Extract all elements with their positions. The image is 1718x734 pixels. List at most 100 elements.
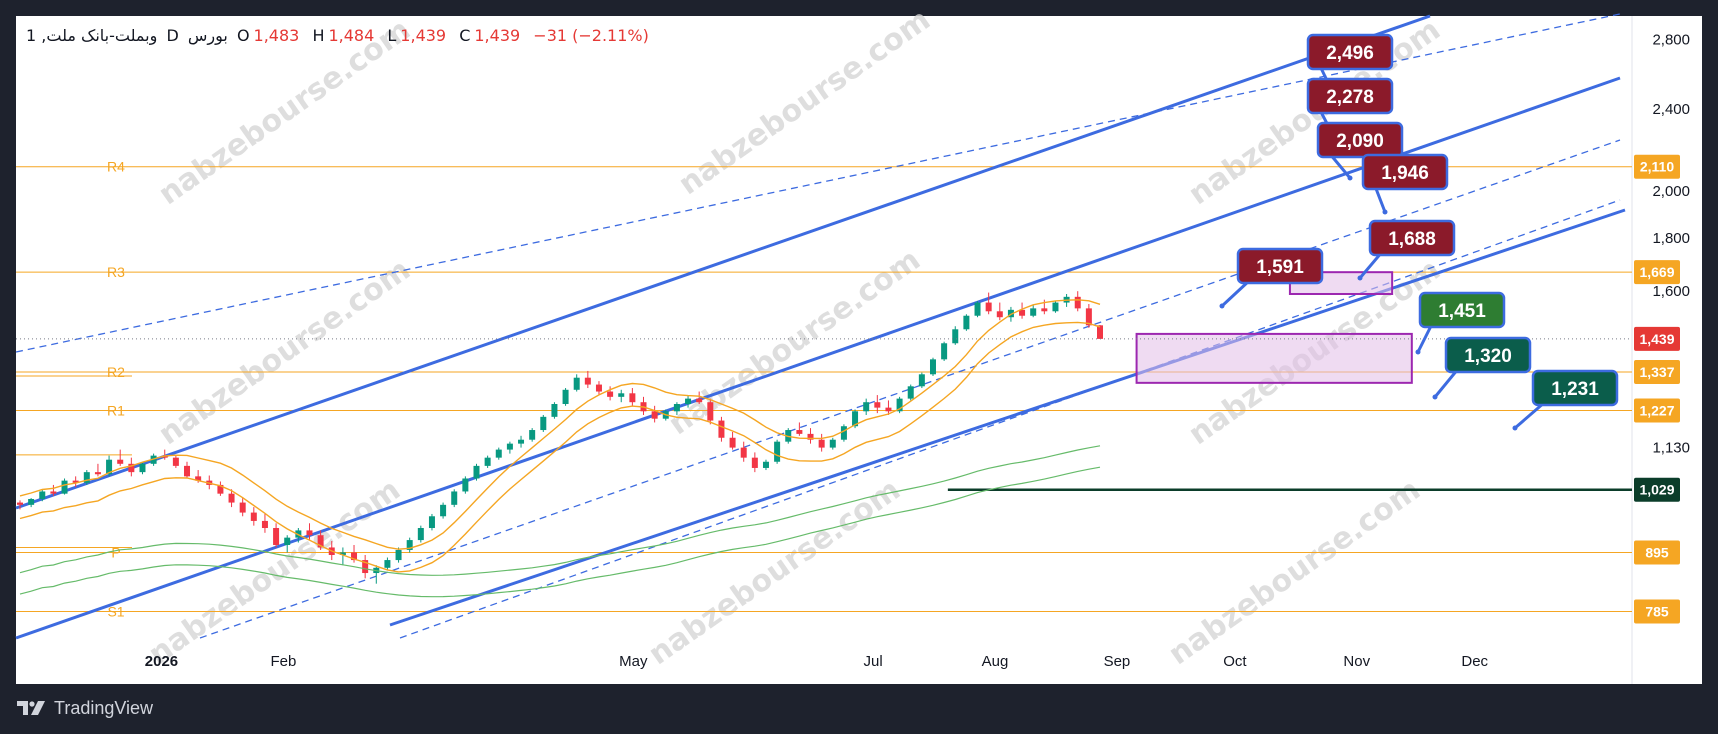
- target-anchor-3: [1382, 209, 1388, 215]
- candle-body-49: [562, 389, 569, 405]
- candle-body-20: [239, 502, 246, 513]
- open-value: 1,483: [253, 26, 300, 45]
- candle-body-4: [61, 480, 68, 494]
- candle-body-54: [618, 393, 625, 397]
- target-box-1: [1306, 77, 1394, 115]
- target-anchor-7: [1432, 394, 1438, 400]
- candle-body-96: [1085, 308, 1092, 326]
- candle-body-39: [451, 491, 458, 505]
- candle-body-43: [495, 449, 502, 458]
- channel-line-3: [399, 199, 1621, 639]
- candle-body-85: [963, 315, 970, 330]
- candle-body-23: [273, 528, 280, 545]
- candle-body-71: [807, 433, 814, 440]
- target-label-6: 1,451: [1438, 301, 1486, 322]
- candle-body-45: [518, 439, 525, 444]
- open-label: O: [236, 26, 250, 45]
- pivot-label-R2: R2: [107, 364, 125, 380]
- change-value: −31 (−2.11%): [533, 26, 649, 45]
- candle-body-82: [929, 359, 936, 375]
- symbol-name[interactable]: وبملت-بانک ملت, 1: [26, 26, 158, 45]
- candle-body-34: [395, 549, 402, 561]
- price-badge-label-0: 2,110: [1640, 159, 1674, 175]
- candle-body-47: [540, 416, 547, 431]
- candle-body-68: [774, 441, 781, 462]
- candle-body-78: [885, 407, 892, 412]
- price-badge-label-3: 1,337: [1639, 364, 1674, 380]
- target-anchor-5: [1219, 303, 1225, 309]
- pivot-label-P: P: [111, 544, 120, 560]
- tradingview-logo-icon: [17, 701, 45, 715]
- candle-body-84: [952, 329, 959, 344]
- candle-body-62: [707, 402, 714, 421]
- candle-body-30: [351, 552, 358, 561]
- candle-body-60: [685, 398, 692, 405]
- target-box-0: [1306, 33, 1394, 71]
- y-tick-1: 2,400: [1652, 101, 1690, 118]
- candle-body-95: [1074, 296, 1081, 309]
- candle-body-5: [72, 480, 79, 483]
- ohlc-close: C 1,439: [459, 26, 524, 45]
- candle-body-37: [428, 516, 435, 529]
- x-tick-6: Oct: [1223, 653, 1247, 670]
- pivot-label-S1: S1: [107, 603, 124, 619]
- x-tick-8: Dec: [1461, 653, 1488, 670]
- channel-line-2: [15, 76, 1621, 640]
- brand-name: TradingView: [54, 697, 154, 718]
- candle-body-7: [94, 472, 101, 475]
- price-badge-5: [1634, 477, 1680, 502]
- target-label-5: 1,591: [1256, 257, 1304, 278]
- low-value: 1,439: [400, 26, 447, 45]
- candle-body-8: [106, 459, 113, 475]
- candle-body-26: [306, 530, 313, 536]
- candle-body-40: [462, 478, 469, 492]
- price-badge-0: [1634, 154, 1680, 179]
- target-box-2: [1316, 121, 1404, 159]
- target-anchor-4: [1357, 275, 1363, 281]
- candle-body-6: [83, 472, 90, 483]
- candle-body-46: [529, 430, 536, 440]
- candle-body-24: [284, 537, 291, 545]
- candle-body-51: [584, 377, 591, 385]
- target-box-3: [1361, 153, 1449, 191]
- candle-body-80: [907, 386, 914, 399]
- candle-body-9: [117, 459, 124, 464]
- candle-body-3: [50, 491, 57, 494]
- candle-body-87: [985, 302, 992, 312]
- candle-body-11: [139, 463, 146, 473]
- price-badge-label-6: 895: [1645, 544, 1669, 560]
- ohlc-low: L 1,439: [387, 26, 450, 45]
- interval-label[interactable]: D: [166, 26, 179, 45]
- tradingview-brand[interactable]: TradingView: [16, 694, 153, 722]
- high-label: H: [312, 26, 325, 45]
- candle-body-74: [840, 426, 847, 440]
- close-label: C: [459, 26, 471, 45]
- price-badge-7: [1634, 599, 1680, 624]
- candle-body-35: [406, 540, 413, 550]
- candle-body-16: [195, 476, 202, 481]
- target-anchor-2: [1347, 175, 1353, 181]
- target-connector-3: [1373, 185, 1387, 213]
- candle-body-52: [595, 384, 602, 392]
- candle-body-76: [863, 402, 870, 412]
- target-box-5: [1236, 247, 1324, 285]
- candle-body-53: [607, 391, 614, 397]
- target-connector-7: [1433, 368, 1460, 398]
- candle-body-70: [796, 430, 803, 434]
- candle-body-29: [339, 552, 346, 555]
- candle-body-81: [918, 374, 925, 387]
- ohlc-high: H 1,484: [312, 26, 378, 45]
- zone-box-1: [1135, 332, 1413, 384]
- price-badge-label-1: 1,669: [1639, 264, 1674, 280]
- low-label: L: [387, 26, 397, 45]
- symbol-header: وبملت-بانک ملت, 1 D بورس O 1,483 H 1,484 L…: [26, 26, 653, 48]
- candle-body-1: [28, 498, 35, 505]
- price-badge-label-4: 1,227: [1639, 403, 1674, 419]
- target-label-3: 1,946: [1381, 163, 1429, 184]
- candle-body-48: [551, 404, 558, 417]
- candle-body-91: [1030, 308, 1037, 316]
- candle-body-2: [39, 491, 46, 499]
- price-badge-1: [1634, 260, 1680, 285]
- candle-body-67: [762, 461, 769, 468]
